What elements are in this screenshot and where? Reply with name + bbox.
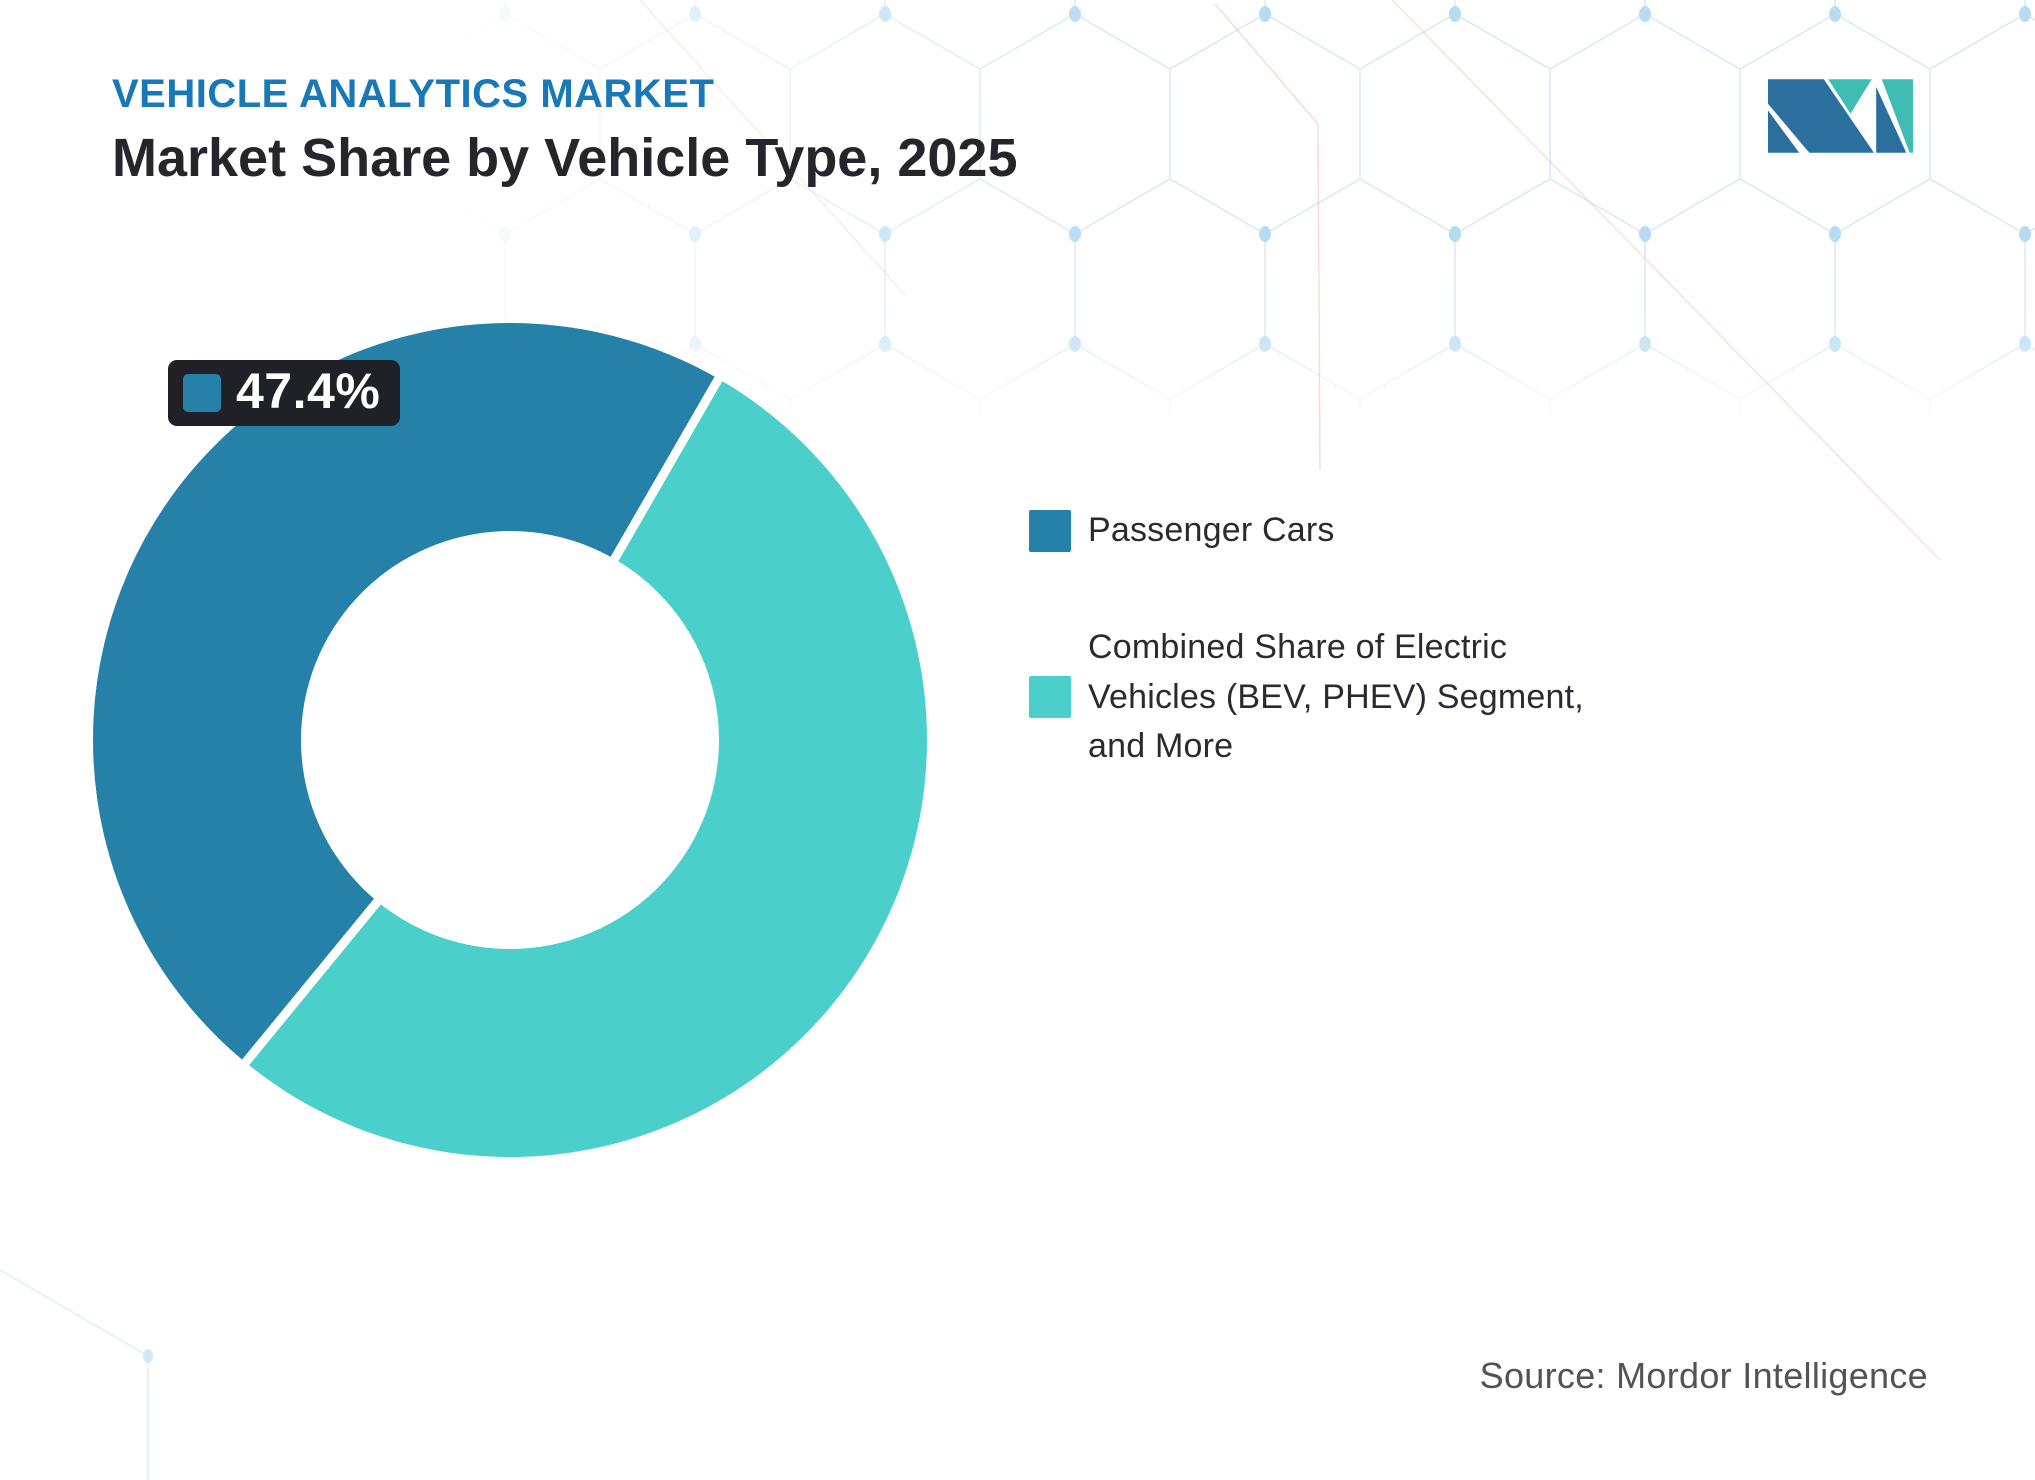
donut-segment-combined-share: [245, 378, 927, 1157]
report-name: VEHICLE ANALYTICS MARKET: [112, 72, 715, 116]
legend-swatch-passenger-cars: [1029, 509, 1071, 552]
source-attribution: Source: Mordor Intelligence: [1479, 1355, 1928, 1396]
data-label-swatch: [183, 374, 221, 412]
data-label-callout: 47.4%: [168, 360, 401, 426]
page-title: Market Share by Vehicle Type, 2025: [112, 128, 1018, 188]
header: VEHICLE ANALYTICS MARKET Market Share by…: [112, 74, 1017, 187]
mordor-intelligence-logo-icon: [1768, 79, 1913, 153]
donut-segment-passenger-cars: [92, 322, 719, 1063]
legend-item-electric-vehicles: Combined Share of Electric Vehicles (BEV…: [1029, 623, 1669, 771]
donut-chart: [92, 322, 927, 1157]
data-label-value: 47.4%: [236, 363, 381, 419]
segment-separator: [234, 887, 390, 1075]
legend-swatch-electric-vehicles: [1029, 676, 1071, 719]
chart-legend: Passenger Cars Combined Share of Electri…: [1029, 506, 1669, 771]
legend-label: Passenger Cars: [1088, 511, 1335, 549]
legend-item-passenger-cars: Passenger Cars: [1029, 506, 1669, 555]
segment-separator: [603, 366, 729, 574]
legend-label: Combined Share of Electric Vehicles (BEV…: [1088, 628, 1584, 765]
